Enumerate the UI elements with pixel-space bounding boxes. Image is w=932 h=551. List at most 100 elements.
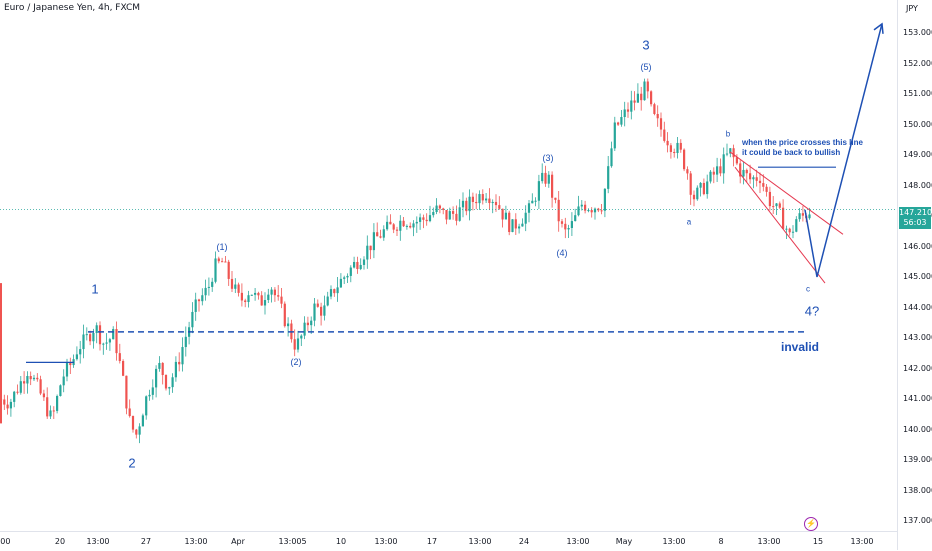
candle-body bbox=[531, 200, 534, 204]
candle-body bbox=[287, 323, 290, 327]
candle-body bbox=[696, 187, 699, 200]
candle-body bbox=[587, 210, 590, 212]
note-line-2: it could be back to bullish bbox=[742, 148, 841, 157]
candle-body bbox=[461, 200, 465, 208]
candle-body bbox=[164, 375, 168, 389]
candle-body bbox=[788, 228, 791, 233]
candle-body bbox=[567, 228, 570, 230]
candle-body bbox=[359, 264, 362, 270]
candle-body bbox=[270, 289, 273, 295]
candle-body bbox=[534, 200, 537, 202]
wave-label: (1) bbox=[216, 241, 228, 252]
candle-body bbox=[712, 171, 715, 175]
price-axis[interactable] bbox=[897, 0, 932, 550]
candle-body bbox=[283, 303, 286, 327]
candle-body bbox=[23, 381, 26, 384]
symbol-title[interactable]: Euro / Japanese Yen, 4h, FXCM bbox=[4, 3, 141, 13]
candle-body bbox=[386, 221, 389, 230]
candle-body bbox=[742, 169, 745, 177]
candle-body bbox=[640, 93, 643, 101]
candle-body bbox=[32, 377, 36, 380]
currency-unit: JPY bbox=[906, 4, 918, 13]
candle-body bbox=[158, 362, 161, 369]
candle-body bbox=[626, 109, 630, 112]
candle-body bbox=[161, 362, 164, 376]
candle-body bbox=[709, 171, 712, 182]
candle-body bbox=[617, 122, 620, 125]
breakout-note[interactable]: when the price crosses this line it coul… bbox=[742, 138, 863, 158]
candle-body bbox=[230, 278, 234, 289]
time-axis[interactable] bbox=[0, 531, 897, 551]
candle-body bbox=[118, 353, 121, 362]
candle-body bbox=[214, 258, 217, 282]
candle-body bbox=[438, 205, 441, 209]
candle-body bbox=[692, 194, 696, 200]
candle-body bbox=[296, 338, 300, 350]
candle-body bbox=[593, 208, 597, 213]
candle-body bbox=[577, 206, 580, 216]
candle-body bbox=[267, 294, 270, 301]
x-tick-label: 13:00 bbox=[850, 537, 874, 546]
candle-body bbox=[69, 362, 72, 366]
wave-label: 3 bbox=[642, 37, 650, 53]
wave-label: (4) bbox=[556, 247, 568, 258]
candle-body bbox=[719, 166, 722, 174]
candle-body bbox=[273, 289, 276, 296]
candle-body bbox=[435, 205, 438, 213]
candle-body bbox=[92, 333, 95, 342]
candle-body bbox=[749, 173, 752, 180]
candles-layer bbox=[0, 78, 811, 444]
x-tick-label: 20 bbox=[54, 537, 66, 546]
x-tick-label: 5 bbox=[301, 537, 307, 546]
candle-body bbox=[207, 286, 210, 288]
candle-body bbox=[178, 361, 181, 365]
candle-body bbox=[389, 221, 392, 225]
candle-body bbox=[376, 232, 379, 237]
candle-body bbox=[62, 376, 65, 386]
candle-body bbox=[511, 219, 514, 233]
y-tick-label: 149.000 bbox=[903, 150, 932, 159]
candle-body bbox=[250, 294, 253, 296]
candle-body bbox=[382, 229, 385, 238]
candle-body bbox=[217, 258, 220, 262]
edge-bar bbox=[0, 283, 2, 424]
candle-body bbox=[564, 223, 567, 230]
wave-label: (3) bbox=[542, 153, 554, 164]
drawings-layer[interactable] bbox=[0, 22, 897, 364]
candle-body bbox=[234, 284, 237, 289]
candle-body bbox=[508, 212, 511, 233]
candle-body bbox=[706, 181, 709, 195]
candle-body bbox=[46, 397, 49, 417]
candle-body bbox=[125, 375, 128, 409]
wave-label: (2) bbox=[290, 357, 302, 368]
candle-body bbox=[105, 342, 108, 344]
wave-label: (5) bbox=[640, 61, 652, 72]
candle-body bbox=[310, 320, 313, 326]
candle-body bbox=[16, 391, 19, 393]
x-tick-label: 17 bbox=[426, 537, 438, 546]
candle-body bbox=[75, 354, 78, 360]
last-price-badge: 147.210 56:03 bbox=[899, 207, 932, 229]
candle-body bbox=[448, 211, 451, 220]
lightning-icon[interactable]: ⚡ bbox=[804, 517, 818, 531]
candle-body bbox=[656, 113, 659, 119]
candle-body bbox=[36, 377, 39, 380]
candle-body bbox=[326, 296, 329, 306]
last-price-value: 147.210 bbox=[899, 208, 932, 217]
x-tick-label: 8 bbox=[718, 537, 724, 546]
candle-body bbox=[6, 404, 9, 409]
candle-body bbox=[650, 91, 653, 105]
x-tick-label: 13:00 bbox=[468, 537, 492, 546]
y-tick-label: 143.000 bbox=[903, 333, 932, 342]
candle-body bbox=[607, 166, 610, 189]
candle-body bbox=[755, 177, 758, 181]
candle-body bbox=[405, 225, 408, 227]
candle-body bbox=[181, 347, 184, 365]
candle-body bbox=[775, 203, 778, 207]
candle-body bbox=[227, 261, 230, 279]
x-tick-label: 13:00 bbox=[757, 537, 781, 546]
y-tick-label: 146.000 bbox=[903, 241, 932, 251]
candle-body bbox=[409, 225, 412, 228]
